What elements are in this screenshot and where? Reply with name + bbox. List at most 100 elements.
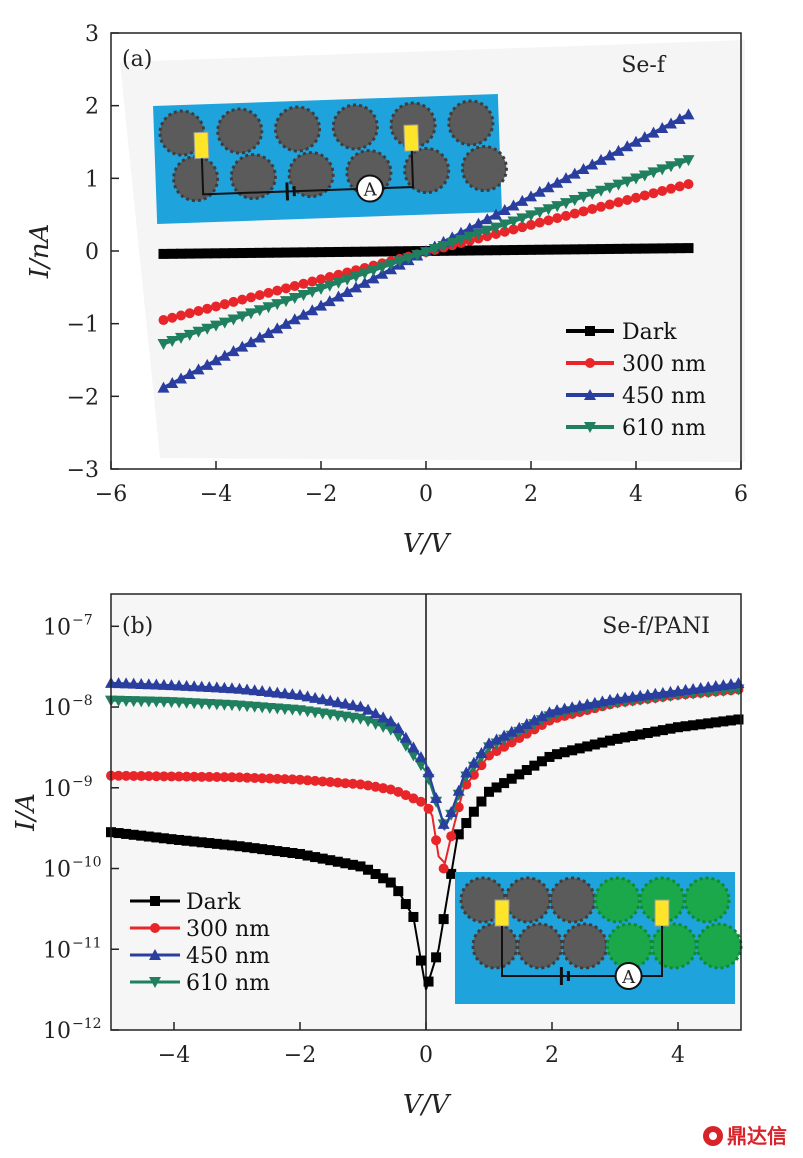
watermark-logo-dot [709, 1132, 717, 1140]
data-point [242, 772, 253, 783]
data-point [574, 743, 585, 754]
y-tick-exponent: −8 [72, 693, 93, 709]
data-point [325, 777, 336, 788]
ammeter-icon [614, 962, 643, 990]
se-particle [471, 922, 519, 970]
data-point [718, 716, 729, 727]
data-point [400, 790, 411, 801]
data-point [400, 899, 411, 910]
data-point [127, 677, 140, 689]
data-point [505, 725, 518, 737]
data-point [498, 729, 511, 741]
data-point [514, 769, 525, 780]
data-point [476, 796, 487, 807]
data-point [491, 746, 502, 757]
se-particle [504, 876, 552, 924]
pani-particle [650, 922, 698, 970]
data-point [272, 773, 283, 784]
data-point [150, 678, 163, 690]
data-point [203, 681, 216, 693]
data-point [363, 780, 374, 791]
data-point [355, 861, 366, 872]
x-tick-label: −2 [284, 1043, 316, 1068]
se-particle [460, 145, 508, 193]
data-point [673, 722, 683, 733]
y-tick-label: 10 [43, 777, 71, 802]
data-point [392, 722, 405, 734]
data-point [438, 863, 449, 874]
se-particle [274, 105, 322, 153]
data-point [128, 770, 139, 781]
y-tick-base: 10 [43, 615, 71, 640]
data-point [521, 765, 532, 776]
data-point [173, 679, 186, 691]
data-point [151, 771, 162, 782]
data-point [461, 818, 472, 829]
panel-label: (b) [122, 614, 153, 639]
data-point [377, 711, 390, 723]
se-particle [516, 922, 564, 970]
y-tick-base: 10 [43, 696, 71, 721]
data-point [354, 700, 367, 712]
data-point [204, 838, 215, 849]
data-point [234, 841, 245, 852]
data-point [120, 677, 133, 689]
data-point [278, 687, 291, 699]
y-tick-label: 10 [43, 858, 71, 883]
legend-label: Dark [186, 890, 241, 915]
se-particle [549, 876, 597, 924]
data-point [384, 724, 397, 736]
data-point [408, 911, 419, 922]
data-point [294, 688, 306, 700]
y-tick-base: 10 [43, 938, 71, 963]
y-tick-exponent: −10 [72, 855, 102, 871]
se-particle [331, 103, 379, 151]
data-point [431, 952, 442, 963]
se-particle [447, 99, 495, 147]
data-point [370, 781, 381, 792]
data-point [242, 842, 253, 853]
data-point [703, 718, 714, 729]
data-point [210, 681, 223, 693]
y-tick-label: 0 [85, 240, 99, 265]
data-point [248, 684, 261, 696]
y-tick-exponent: −9 [72, 774, 93, 790]
x-tick-label: 0 [419, 1043, 433, 1068]
pani-particle [683, 876, 731, 924]
data-point [256, 685, 269, 697]
data-point [453, 829, 464, 840]
data-point [362, 716, 375, 728]
data-point [467, 756, 480, 768]
ammeter-icon [355, 174, 384, 203]
data-point [121, 828, 132, 839]
electrode-right [654, 899, 670, 927]
data-point [310, 852, 321, 863]
data-point [226, 772, 237, 783]
data-point [249, 843, 260, 854]
data-point [295, 848, 305, 859]
data-point [369, 707, 382, 719]
data-point [393, 886, 404, 897]
y-tick-label: 10 [43, 615, 71, 640]
series-300-nm [106, 684, 744, 874]
y-tick-base: 10 [43, 777, 71, 802]
ammeter-label: A [621, 967, 636, 988]
data-point [257, 773, 268, 784]
data-point [234, 772, 245, 783]
data-point [680, 721, 691, 732]
data-point [316, 693, 329, 705]
data-point [195, 680, 208, 692]
data-point [665, 723, 676, 734]
data-point [264, 845, 275, 856]
data-point [347, 859, 358, 870]
legend-label: 610 nm [622, 416, 706, 441]
data-point [157, 678, 170, 690]
data-point [363, 864, 374, 875]
data-point [725, 715, 736, 726]
data-point [287, 848, 298, 859]
series-450-nm [105, 676, 745, 832]
data-point [407, 741, 420, 753]
